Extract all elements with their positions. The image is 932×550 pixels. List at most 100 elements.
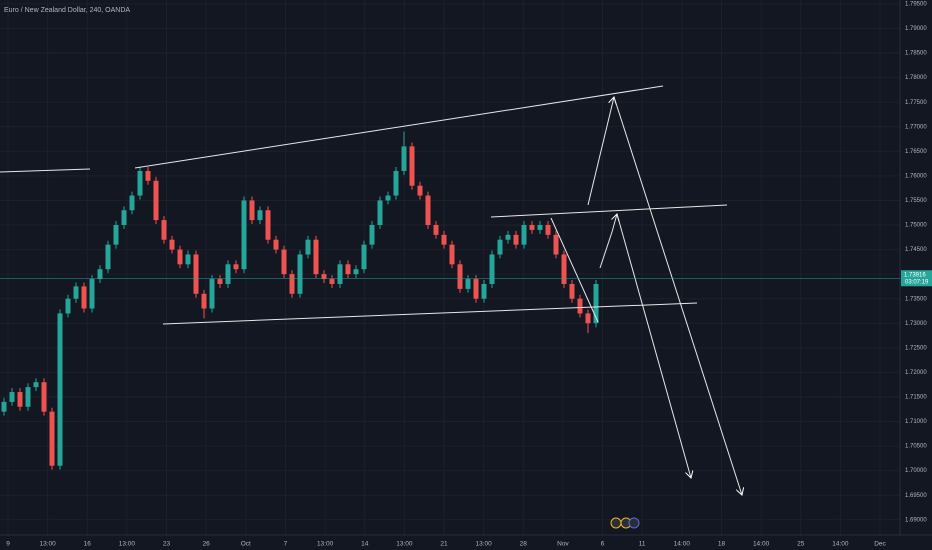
y-tick-label: 1.79000: [905, 26, 927, 32]
candle-body: [369, 225, 375, 245]
y-tick-label: 1.71000: [905, 419, 927, 425]
y-tick-label: 1.71500: [905, 395, 927, 401]
candle-body: [449, 244, 455, 265]
candle-body: [537, 225, 543, 230]
candle-body: [593, 283, 599, 324]
candle-body: [57, 313, 63, 466]
event-icon[interactable]: [628, 517, 640, 529]
candle-body: [145, 170, 151, 181]
candle-body: [345, 264, 351, 275]
x-tick-label: 14:00: [674, 541, 691, 548]
candle-body: [353, 269, 359, 275]
candle-body: [297, 254, 303, 294]
candle-body: [225, 264, 231, 284]
event-icon[interactable]: [610, 517, 622, 529]
drawings: [0, 85, 742, 529]
candle-body: [257, 210, 263, 221]
candle-body: [401, 146, 407, 171]
grid: [0, 0, 900, 535]
candle-body: [417, 185, 423, 196]
x-tick-label: 25: [797, 541, 805, 548]
y-tick-label: 1.75000: [905, 223, 927, 229]
y-tick-label: 1.78500: [905, 51, 927, 57]
candle-body: [281, 249, 287, 275]
trend-line: [0, 168, 91, 173]
x-tick-label: 26: [203, 541, 211, 548]
candle-body: [153, 180, 159, 221]
x-tick-label: Dec: [874, 541, 886, 548]
candle-body: [473, 279, 479, 299]
chart-title: Euro / New Zealand Dollar, 240, OANDA: [4, 7, 130, 14]
x-tick-label: 13:00: [396, 541, 413, 548]
y-tick-label: 1.76500: [905, 149, 927, 155]
candle-body: [497, 239, 503, 255]
price-tag: [901, 270, 932, 287]
trend-line: [550, 217, 599, 323]
candle-body: [361, 244, 367, 270]
y-tick-label: 1.72500: [905, 345, 927, 351]
candle-body: [337, 264, 343, 284]
candle-body: [105, 244, 111, 270]
candle-body: [217, 279, 223, 284]
candle-body: [185, 254, 191, 265]
x-tick-label: Nov: [557, 541, 569, 548]
candle-body: [233, 264, 239, 270]
candle-body: [81, 286, 87, 309]
candle-body: [129, 195, 135, 211]
y-tick-label: 1.73000: [905, 321, 927, 327]
candle-body: [545, 225, 551, 235]
candle-body: [321, 274, 327, 280]
x-tick-label: 28: [520, 541, 528, 548]
y-tick-label: 1.76000: [905, 173, 927, 179]
candle-body: [241, 200, 247, 270]
candle-body: [33, 382, 39, 388]
candle-body: [17, 392, 23, 407]
candle-body: [505, 234, 511, 240]
x-tick-label: 6: [601, 541, 605, 548]
candle-body: [201, 293, 207, 309]
x-tick-label: 23: [163, 541, 171, 548]
candle-body: [385, 195, 391, 201]
x-tick-label: 14:00: [832, 541, 849, 548]
candle-body: [25, 387, 31, 407]
candle-body: [377, 200, 383, 226]
price-tag-label: 1.73916: [904, 272, 926, 278]
candle-body: [425, 195, 431, 226]
candle-body: [177, 249, 183, 265]
countdown-label: 03:07:19: [905, 279, 929, 285]
candle-body: [457, 264, 463, 289]
candle-body: [305, 239, 311, 255]
arrow: [613, 96, 742, 495]
y-tick-label: 1.77000: [905, 124, 927, 130]
candle-body: [113, 225, 119, 245]
y-tick-label: 1.69500: [905, 493, 927, 499]
x-tick-label: 16: [84, 541, 92, 548]
candles: [1, 131, 599, 470]
x-tick-label: 18: [718, 541, 726, 548]
y-tick-label: 1.78000: [905, 75, 927, 81]
candle-body: [169, 239, 175, 250]
candle-body: [513, 234, 519, 245]
candle-body: [137, 170, 143, 196]
candle-body: [561, 254, 567, 284]
arrow: [587, 97, 614, 206]
candle-body: [577, 298, 583, 314]
trend-line: [134, 85, 664, 169]
candle-body: [481, 283, 487, 299]
x-tick-label: 14: [361, 541, 369, 548]
x-tick-label: 9: [6, 541, 10, 548]
y-tick-label: 1.74500: [905, 247, 927, 253]
candle-body: [585, 313, 591, 324]
candle-body: [521, 225, 527, 245]
candle-body: [89, 279, 95, 309]
candle-body: [569, 283, 575, 299]
candle-body: [49, 411, 55, 466]
arrow: [599, 214, 617, 269]
y-tick-label: 1.73500: [905, 296, 927, 302]
candle-body: [193, 254, 199, 294]
trend-line: [490, 204, 728, 218]
y-tick-label: 1.75500: [905, 198, 927, 204]
arrow: [616, 213, 691, 478]
